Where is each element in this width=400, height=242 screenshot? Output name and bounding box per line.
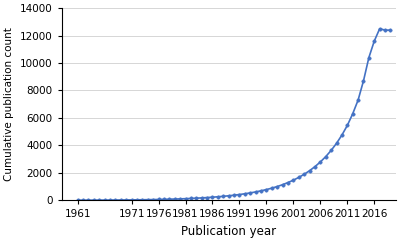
- X-axis label: Publication year: Publication year: [181, 225, 276, 238]
- Y-axis label: Cumulative publication count: Cumulative publication count: [4, 27, 14, 181]
